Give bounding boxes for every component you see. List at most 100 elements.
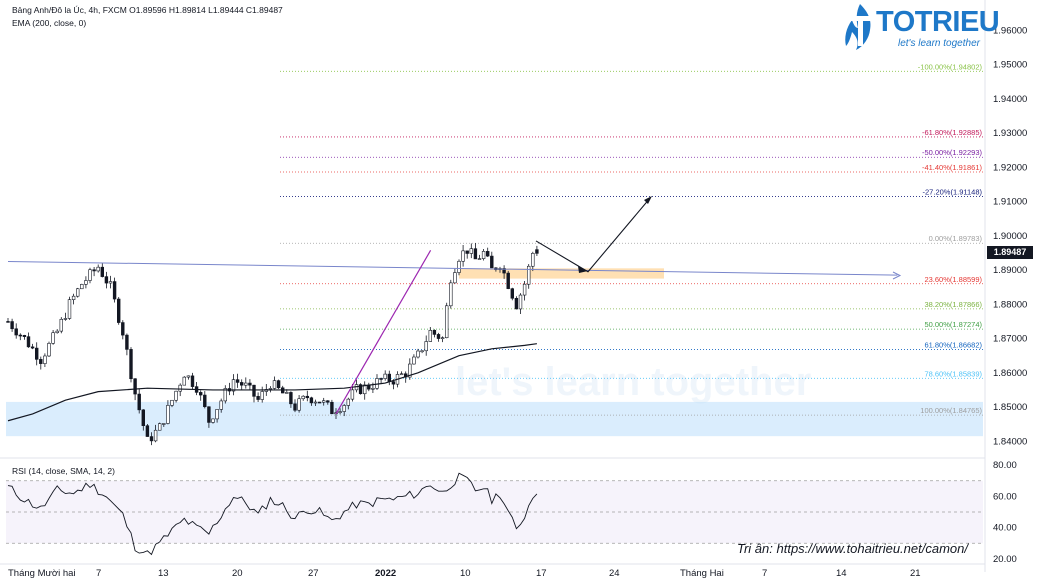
candle-body: [112, 281, 117, 300]
candle-body: [260, 391, 264, 400]
brand-logo: TOTRIEU let's learn together: [842, 2, 1000, 52]
candle-body: [121, 322, 125, 336]
candle-body: [104, 276, 109, 284]
candle-body: [358, 384, 363, 395]
candle-body: [158, 423, 162, 431]
candle-body: [178, 384, 182, 392]
time-axis-tick: 24: [609, 568, 620, 579]
fib-level-label: 61.80%(1.86682): [924, 340, 982, 349]
candle-body: [88, 269, 92, 281]
candle-body: [211, 418, 215, 423]
time-axis-tick: Tháng Hai: [680, 568, 724, 579]
candle-body: [350, 389, 355, 400]
candle-body: [34, 347, 39, 360]
candle-body: [92, 269, 96, 272]
projection-path: [535, 197, 651, 273]
rsi-axis-tick: 20.00: [993, 554, 1017, 565]
candle-body: [481, 251, 486, 259]
candle-body: [383, 373, 387, 379]
candle-body: [309, 397, 314, 404]
fib-level-label: 0.00%(1.89783): [929, 234, 983, 243]
candle-body: [252, 384, 256, 397]
candle-body: [531, 253, 535, 267]
candle-body: [436, 334, 441, 339]
candle-body: [444, 305, 449, 339]
horizontal-trendline: [7, 260, 898, 276]
candle-body: [71, 295, 76, 300]
candle-body: [149, 436, 154, 442]
rsi-axis-tick: 60.00: [993, 491, 1017, 502]
rsi-legend[interactable]: RSI (14, close, SMA, 14, 2): [12, 466, 115, 476]
candle-body: [235, 379, 240, 383]
candle-body: [240, 382, 244, 386]
fib-level-label: 38.20%(1.87866): [924, 300, 982, 309]
candle-body: [449, 282, 453, 307]
price-axis-tick: 1.84000: [993, 436, 1027, 447]
fib-level-label: -100.00%(1.94802): [918, 62, 983, 71]
candle-body: [231, 379, 236, 392]
rsi-line: [7, 472, 538, 556]
price-axis-tick: 1.88000: [993, 299, 1027, 310]
fib-level-label: 50.00%(1.87274): [924, 320, 982, 329]
candle-body: [514, 297, 519, 310]
candle-body: [477, 258, 482, 260]
candle-body: [346, 398, 350, 406]
fib-level-label: 78.60%(1.85839): [924, 369, 982, 378]
candle-body: [510, 288, 514, 299]
fib-level-label: -61.80%(1.92885): [922, 128, 983, 137]
fib-level-label: 23.60%(1.88599): [924, 275, 982, 284]
price-axis-tick: 1.91000: [993, 197, 1027, 208]
price-axis-tick: 1.92000: [993, 162, 1027, 173]
candle-body: [141, 409, 145, 426]
time-axis-tick: 10: [460, 568, 471, 579]
ema-legend[interactable]: EMA (200, close, 0): [12, 18, 87, 28]
candle-body: [408, 363, 412, 378]
candle-body: [26, 336, 31, 348]
candle-body: [268, 388, 273, 390]
support-zone: [6, 401, 983, 437]
candle-body: [440, 337, 445, 340]
candle-body: [207, 406, 211, 423]
candle-body: [223, 388, 227, 402]
time-axis-tick: 20: [232, 568, 243, 579]
candle-body: [461, 250, 465, 262]
candle-body: [338, 411, 342, 413]
candle-body: [215, 409, 219, 420]
candle-body: [535, 249, 539, 254]
candle-body: [51, 332, 55, 344]
candle-body: [293, 403, 297, 411]
candle-body: [18, 334, 22, 337]
candle-body: [469, 248, 473, 254]
candle-body: [391, 381, 396, 385]
time-axis-tick: 7: [96, 568, 101, 579]
candle-body: [428, 330, 432, 342]
projection-arrowhead-icon: [644, 196, 652, 204]
candle-body: [313, 401, 318, 404]
credit-link[interactable]: Tri ân: https://www.tohaitrieu.net/camon…: [737, 541, 968, 556]
price-axis-tick: 1.89000: [993, 265, 1027, 276]
watermark-text: let's learn together: [455, 360, 811, 404]
flame-icon: [845, 4, 871, 50]
price-axis-tick: 1.93000: [993, 128, 1027, 139]
candle-body: [432, 330, 437, 335]
candle-body: [473, 248, 478, 260]
candle-body: [485, 251, 490, 257]
candle-body: [125, 334, 129, 350]
time-axis-tick: 17: [536, 568, 547, 579]
candle-body: [457, 260, 461, 273]
candle-body: [170, 399, 174, 406]
time-axis-tick: 2022: [375, 568, 396, 579]
candle-body: [59, 318, 64, 332]
candle-body: [297, 398, 301, 411]
price-axis-tick: 1.95000: [993, 60, 1027, 71]
candle-body: [412, 356, 416, 365]
candle-body: [276, 380, 281, 389]
price-axis-tick: 1.94000: [993, 94, 1027, 105]
candle-body: [379, 378, 383, 380]
candle-body: [67, 299, 72, 319]
candle-body: [190, 375, 195, 387]
candle-body: [289, 392, 293, 405]
rsi-axis-tick: 80.00: [993, 460, 1017, 471]
symbol-legend[interactable]: Bảng Anh/Đô la Úc, 4h, FXCM O1.89596 H1.…: [12, 5, 283, 15]
